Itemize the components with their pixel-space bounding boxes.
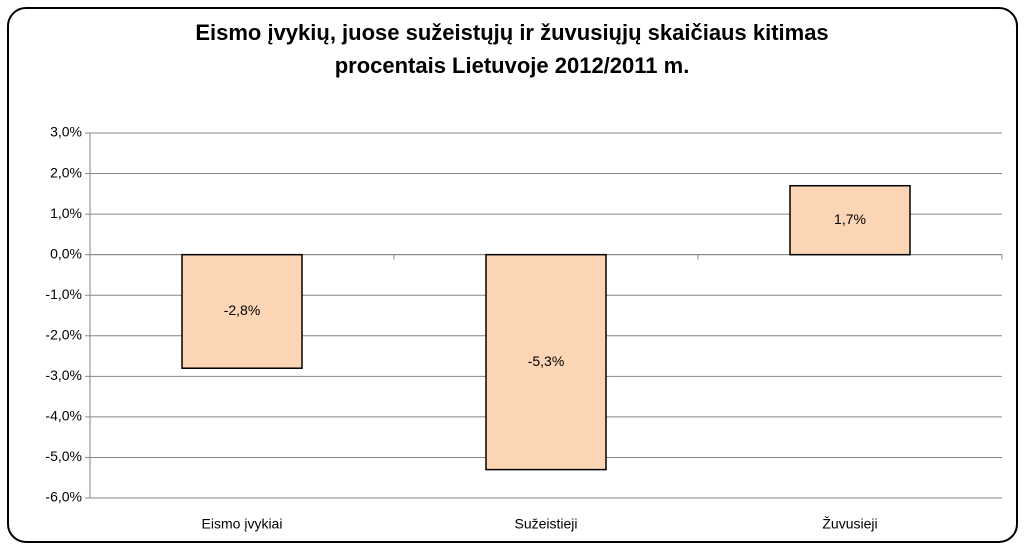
x-tick-label: Eismo įvykiai xyxy=(202,516,283,532)
chart-title: procentais Lietuvoje 2012/2011 m. xyxy=(335,53,690,78)
y-tick-label: 0,0% xyxy=(50,245,82,261)
y-tick-label: 1,0% xyxy=(50,205,82,221)
x-tick-label: Sužeistieji xyxy=(514,516,577,532)
y-tick-label: -4,0% xyxy=(45,408,82,424)
y-tick-label: -2,0% xyxy=(45,326,82,342)
y-tick-label: -6,0% xyxy=(45,489,82,505)
y-tick-label: -5,0% xyxy=(45,448,82,464)
y-tick-label: 3,0% xyxy=(50,124,82,140)
y-tick-label: 2,0% xyxy=(50,164,82,180)
data-label: -2,8% xyxy=(224,302,261,318)
data-label: 1,7% xyxy=(834,211,866,227)
chart-title: Eismo įvykių, juose sužeistųjų ir žuvusi… xyxy=(195,20,828,45)
data-label: -5,3% xyxy=(528,353,565,369)
bar xyxy=(181,253,303,369)
y-tick-label: -3,0% xyxy=(45,367,82,383)
y-tick-label: -1,0% xyxy=(45,286,82,302)
bar xyxy=(789,184,911,256)
x-tick-label: Žuvusieji xyxy=(822,516,877,532)
bar xyxy=(485,253,607,471)
